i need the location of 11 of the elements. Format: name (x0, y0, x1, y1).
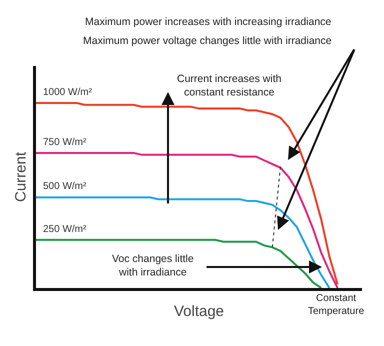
text: Maximum power increases with increasing irradiance (85, 16, 332, 28)
text: Maximum power voltage changes little with irradiance (83, 35, 332, 47)
series-label: 750 W/m² (43, 137, 88, 148)
y-axis-title: Current (12, 151, 30, 202)
text: Constant Temperature (308, 293, 365, 317)
annotation: Voc changes little with irradiance (112, 253, 194, 279)
series-label: 250 W/m² (43, 224, 88, 235)
x-axis-title: Voltage (174, 303, 224, 320)
text: Current increases with constant resistance (177, 73, 282, 99)
series-label: 1000 W/m² (43, 87, 93, 98)
series-label: 500 W/m² (43, 181, 88, 192)
